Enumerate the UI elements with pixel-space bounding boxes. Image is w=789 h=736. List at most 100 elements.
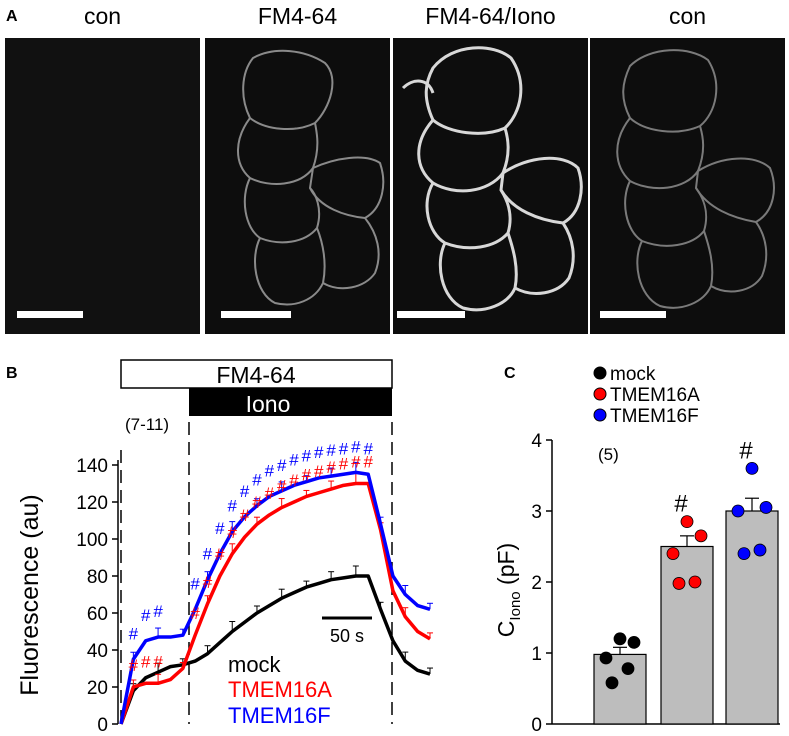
significance-mark: # [252,471,262,490]
image-title-4: con [668,3,707,29]
significance-mark: # [326,441,336,460]
c-y-tick-label: 0 [531,715,542,736]
data-point [627,635,641,649]
microscopy-image-fm464-iono [393,38,588,334]
legend-label-mock: mock [610,364,656,385]
significance-mark: # [228,497,238,516]
scale-bar [221,311,291,318]
bar-mock [593,653,647,725]
iono-bar [189,388,392,416]
significance-mark: # [203,573,213,592]
significance-mark: # [363,439,373,458]
significance-mark: # [190,574,200,593]
scale-bar [17,311,83,318]
significance-mark: # [129,656,139,675]
legend-label-tmem16f: TMEM16F [610,406,699,427]
data-point [694,529,708,543]
y-tick-label: 120 [76,493,108,514]
legend-mock: mock [228,652,282,677]
legend-marker-tmem16a [593,387,607,401]
y-tick-label: 80 [87,567,108,588]
legend-marker-mock [593,366,607,380]
significance-mark: # [277,477,287,496]
significance-mark: # [351,453,361,472]
y-tick-label: 100 [76,530,108,551]
image-title-2: FM4-64 [257,3,338,29]
data-point [613,632,627,646]
data-point [737,547,751,561]
significance-mark: # [314,462,324,481]
significance-mark: # [215,545,225,564]
c-y-tick-label: 1 [531,644,542,665]
significance-mark: # [363,453,373,472]
significance-mark: # [153,652,163,671]
data-point [753,543,767,557]
data-point [759,501,773,514]
significance-mark: # [326,458,336,477]
data-point [688,575,702,589]
scale-bar [600,311,666,318]
data-point [666,547,680,561]
data-point [745,462,759,475]
series-line-mock [119,574,431,725]
microscopy-image-control-2 [590,38,785,334]
iono-bar-label: Iono [246,391,291,417]
c-y-tick-label: 3 [531,502,542,523]
series-line-tmem16f [119,470,431,725]
significance-mark: # [203,545,213,564]
n-label: (7-11) [125,415,169,434]
significance-mark: # [228,523,238,542]
significance-mark: # [674,491,688,518]
significance-mark: # [302,465,312,484]
microscopy-image-control [5,38,200,334]
significance-mark: # [289,471,299,490]
data-point [621,662,635,676]
significance-mark: # [215,519,225,538]
data-point [731,504,745,518]
fluorescence-chart: FM4-64 Iono (7-11) 0 20 40 60 80 100 120 140 Fl… [16,359,433,736]
fm464-bar [120,359,393,389]
significance-mark: # [153,602,163,621]
y-axis-label: Fluorescence (au) [16,494,44,695]
significance-mark: # [252,493,262,512]
significance-mark: # [339,439,349,458]
c-y-tick-label: 4 [531,431,542,452]
significance-mark: # [302,447,312,466]
panel-a-label: A [6,8,18,25]
scale-bar [397,311,465,318]
data-point [599,651,613,665]
bar-tmem16f [725,510,779,725]
significance-mark: # [240,506,250,525]
y-tick-label: 60 [87,604,108,625]
significance-mark: # [339,454,349,473]
legend-tmem16f: TMEM16F [228,703,331,728]
y-tick-label: 140 [76,456,108,477]
panel-b-label: B [6,365,18,382]
legend-label-tmem16a: TMEM16A [610,385,700,406]
legend-marker-tmem16f [593,408,607,422]
significance-mark: # [141,652,151,671]
y-tick-label: 40 [87,641,108,662]
legend-tmem16a: TMEM16A [228,677,332,702]
significance-mark: # [141,606,151,625]
image-title-1: con [83,3,122,29]
significance-mark: # [739,437,753,464]
y-tick-label: 0 [97,715,108,736]
data-point [680,515,694,529]
fm464-bar-label: FM4-64 [216,362,295,388]
data-point [605,676,619,690]
significance-mark: # [265,484,275,503]
significance-mark: # [240,482,250,501]
significance-mark: # [351,437,361,456]
image-title-3: FM4-64/Iono [425,3,556,29]
data-point [672,577,686,590]
significance-mark: # [190,604,200,623]
c-n-label: (5) [598,445,619,464]
significance-mark: # [277,456,287,475]
bar-tmem16a [660,545,714,725]
significance-mark: # [314,443,324,462]
significance-mark: # [265,461,275,480]
microscopy-image-fm464 [205,38,390,334]
time-scale-label: 50 s [330,626,364,646]
